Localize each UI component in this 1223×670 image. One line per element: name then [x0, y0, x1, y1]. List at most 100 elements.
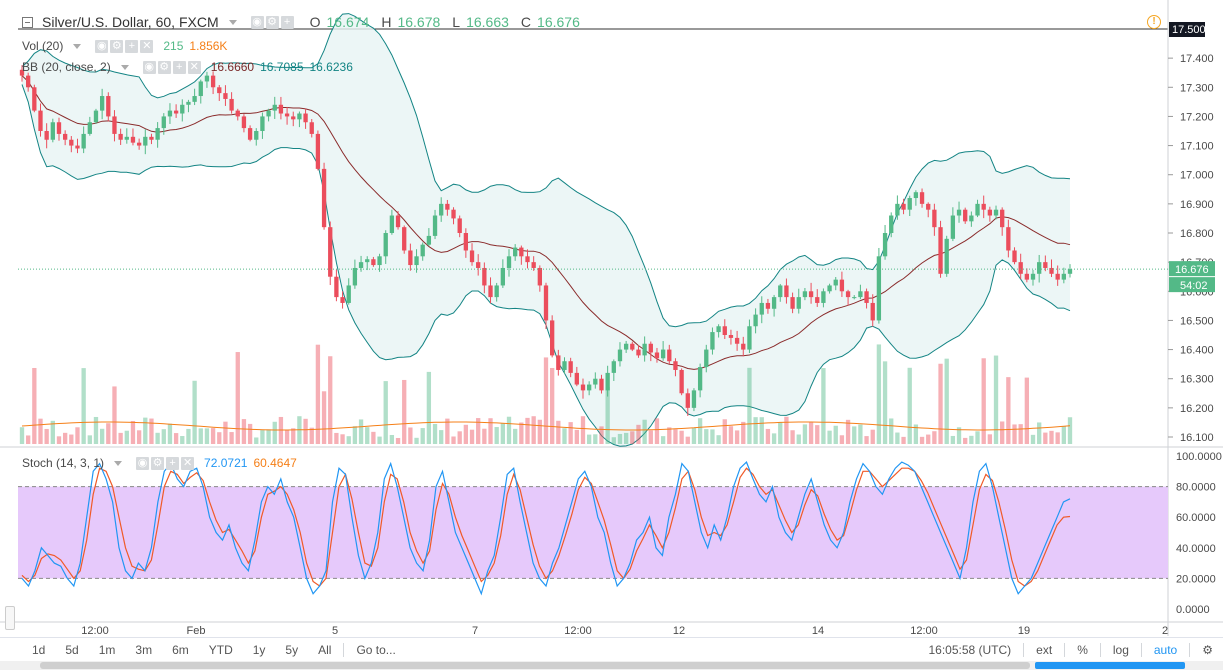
alert-icon[interactable]: ! [1147, 15, 1161, 29]
plus-icon[interactable]: + [280, 15, 294, 29]
volume-bar [161, 429, 166, 444]
volume-bar [229, 432, 234, 444]
symbol-title[interactable]: Silver/U.S. Dollar, 60, FXCM [42, 14, 219, 30]
chevron-down-icon[interactable] [120, 64, 129, 70]
volume-bar [759, 417, 764, 444]
series-tools: ◉ ⚙ + [250, 15, 294, 29]
timeframe-1y[interactable]: 1y [252, 642, 266, 657]
timeframe-6m[interactable]: 6m [172, 642, 189, 657]
gear-icon[interactable]: ⚙ [110, 39, 124, 53]
close-icon[interactable]: ✕ [140, 39, 154, 53]
horizontal-scrollbar[interactable] [0, 661, 1223, 670]
candle-body [254, 131, 259, 140]
candle-body [365, 259, 370, 263]
candle-body [112, 116, 117, 134]
price-axis-label: 16.300 [1180, 374, 1214, 386]
log-button[interactable]: log [1112, 643, 1129, 657]
candle-body [704, 349, 709, 368]
volume-bar [180, 436, 185, 444]
eye-icon[interactable]: ◉ [136, 456, 150, 470]
timeframe-5y[interactable]: 5y [285, 642, 299, 657]
volume-value: 215 [163, 39, 184, 53]
timeframe-all[interactable]: All [318, 642, 332, 657]
plus-icon[interactable]: + [125, 39, 139, 53]
candle-body [149, 136, 154, 140]
gear-icon[interactable]: ⚙ [157, 60, 171, 74]
volume-bar [395, 437, 401, 444]
eye-icon[interactable]: ◉ [250, 15, 264, 29]
price-axis-label: 17.400 [1180, 53, 1214, 65]
timeframe-3m[interactable]: 3m [135, 642, 153, 657]
auto-button[interactable]: auto [1153, 643, 1178, 657]
price-axis-label: 16.100 [1180, 432, 1214, 444]
candle-body [981, 203, 986, 210]
plus-icon[interactable]: + [166, 456, 180, 470]
bottom-right-controls: 16:05:58 (UTC) ext % log auto ⚙ [918, 638, 1223, 662]
volume-bar [217, 432, 222, 444]
settings-icon[interactable]: ⚙ [1202, 643, 1213, 657]
chevron-down-icon[interactable] [73, 43, 82, 49]
volume-legend: Vol (20) ◉ ⚙ + ✕ 215 1.856K [22, 39, 227, 53]
volume-bar [667, 427, 672, 444]
gear-icon[interactable]: ⚙ [151, 456, 165, 470]
chevron-down-icon[interactable] [228, 19, 237, 25]
candle-body [272, 104, 277, 111]
candle-body [691, 390, 697, 408]
close-icon[interactable]: ✕ [181, 456, 195, 470]
timeframe-ytd[interactable]: YTD [208, 642, 233, 657]
volume-bar [660, 436, 666, 444]
candle-body [956, 209, 962, 216]
candle-body [697, 367, 703, 391]
scroll-thumb[interactable] [40, 662, 1030, 669]
volume-label[interactable]: Vol (20) [22, 39, 64, 53]
chevron-down-icon[interactable] [114, 460, 123, 466]
eye-icon[interactable]: ◉ [142, 60, 156, 74]
scroll-indicator[interactable] [1035, 662, 1185, 669]
timeframe-1d[interactable]: 1d [32, 642, 46, 657]
close-icon[interactable]: ✕ [187, 60, 201, 74]
volume-bar [284, 430, 290, 444]
stoch-label[interactable]: Stoch (14, 3, 1) [22, 456, 105, 470]
candle-body [741, 343, 746, 350]
candle-body [186, 101, 191, 105]
volume-bar [1055, 432, 1060, 444]
candle-body [56, 122, 62, 134]
collapse-icon[interactable] [22, 16, 33, 28]
candle-body [944, 238, 949, 274]
time-axis-label: 12:00 [564, 625, 592, 637]
bb-tools: ◉ ⚙ + ✕ [142, 60, 201, 74]
candle-body [513, 247, 518, 257]
candle-body [445, 203, 450, 210]
volume-bar [186, 428, 191, 444]
clock-text[interactable]: 16:05:58 (UTC) [928, 643, 1012, 657]
volume-bar [605, 386, 610, 444]
candle-body [155, 128, 160, 140]
volume-bar [710, 429, 715, 444]
volume-bars [19, 344, 1073, 444]
candle-body [204, 75, 210, 82]
candle-body [531, 262, 536, 268]
low-value: 16.663 [466, 14, 509, 30]
percent-button[interactable]: % [1077, 643, 1088, 657]
volume-bar [457, 431, 462, 444]
goto-button[interactable]: Go to... [356, 642, 396, 657]
volume-bar [778, 422, 783, 444]
close-value: 16.676 [537, 14, 580, 30]
panel-resize-handle[interactable] [5, 606, 15, 630]
timeframe-5d[interactable]: 5d [65, 642, 79, 657]
timeframe-1m[interactable]: 1m [98, 642, 116, 657]
candle-body [371, 259, 376, 266]
bottom-toolbar: 1d 5d 1m 3m 6m YTD 1y 5y All Go to... 16:05:58 (… [0, 637, 1223, 661]
price-axis: 17.400 17.300 17.200 17.100 17.000 16.900 16.8… [1168, 53, 1214, 444]
candle-body [845, 291, 851, 298]
bb-label[interactable]: BB (20, close, 2) [22, 60, 111, 74]
volume-bar [790, 430, 795, 444]
candle-body [679, 369, 684, 394]
eye-icon[interactable]: ◉ [95, 39, 109, 53]
plus-icon[interactable]: + [172, 60, 186, 74]
gear-icon[interactable]: ⚙ [265, 15, 279, 29]
ext-button[interactable]: ext [1036, 643, 1053, 657]
candle-body [75, 145, 80, 149]
volume-bar [1006, 377, 1011, 444]
